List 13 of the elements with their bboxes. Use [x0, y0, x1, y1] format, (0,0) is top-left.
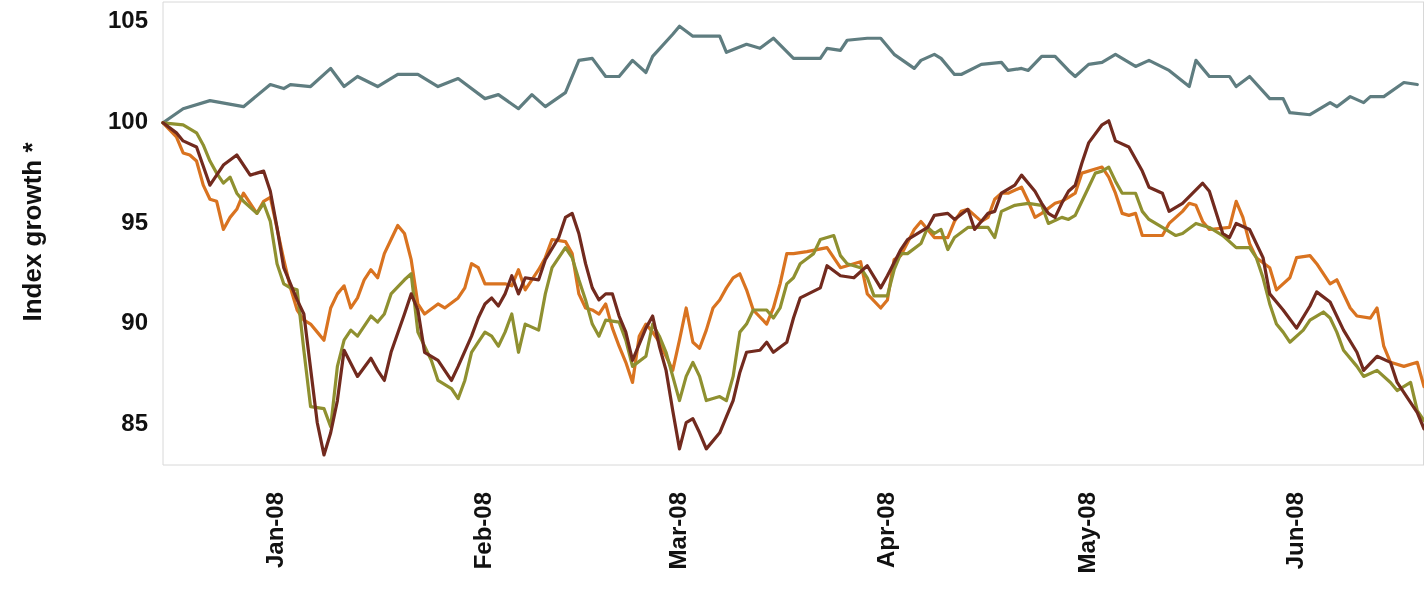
x-tick-label: Jun-08 — [1280, 492, 1308, 570]
y-tick-label: 95 — [121, 207, 148, 235]
x-tick-label: May-08 — [1072, 492, 1100, 574]
y-axis-title: Index growth * — [16, 141, 47, 322]
y-tick-label: 85 — [121, 409, 148, 437]
x-tick-label: Mar-08 — [663, 492, 691, 570]
y-tick-label: 100 — [107, 107, 148, 135]
x-tick-label: Apr-08 — [871, 492, 899, 569]
x-tick-label: Feb-08 — [469, 492, 497, 570]
line-series — [161, 24, 1419, 125]
y-tick-label: 90 — [121, 308, 148, 336]
x-tick-label: Jan-08 — [261, 492, 289, 569]
y-tick-label: 105 — [107, 6, 148, 34]
